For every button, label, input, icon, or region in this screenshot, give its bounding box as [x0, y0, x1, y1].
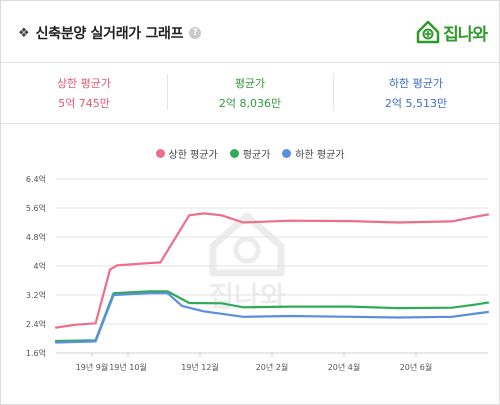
- stat-average: 평균가 2억 8,036만: [167, 63, 333, 123]
- watermark: 집나와: [208, 212, 286, 313]
- stat-high-value: 5억 745만: [58, 97, 110, 110]
- y-tick-label: 4억: [34, 261, 46, 271]
- legend-dot-icon: [282, 149, 292, 158]
- stat-average-value: 2억 8,036만: [218, 97, 282, 110]
- legend-label: 평균가: [242, 150, 271, 161]
- x-tick-label: 19년 9월: [76, 362, 109, 372]
- series-line-0: [54, 212, 490, 329]
- watermark-house-icon: [209, 212, 285, 277]
- x-tick-label: 20년 6월: [400, 362, 433, 372]
- legend-label: 상한 평균가: [168, 150, 218, 161]
- stat-low-label: 하한 평균가: [388, 77, 444, 90]
- y-tick-label: 4.8억: [26, 232, 46, 242]
- y-tick-label: 1.6억: [26, 348, 46, 358]
- x-tick-label: 19년 10월: [109, 362, 147, 372]
- stat-low: 하한 평균가 2억 5,513만: [333, 63, 499, 123]
- series-line-2: [54, 292, 490, 344]
- y-tick-label: 2.4억: [26, 319, 46, 329]
- stat-average-label: 평균가: [234, 77, 266, 90]
- page-title: 신축분양 실거래가 그래프: [35, 26, 184, 42]
- diamond-bullet-icon: ❖: [18, 25, 30, 41]
- legend-item-low[interactable]: 하한 평균가: [282, 146, 344, 161]
- stat-high-label: 상한 평균가: [56, 77, 112, 90]
- y-tick-label: 3.2억: [26, 290, 46, 300]
- legend-dot-icon: [229, 149, 239, 158]
- card-header: ❖ 신축분양 실거래가 그래프 ?: [18, 23, 202, 43]
- x-tick-label: 20년 2월: [256, 362, 289, 372]
- y-tick-label: 6.4억: [26, 174, 46, 184]
- help-icon[interactable]: ?: [189, 27, 202, 39]
- x-tick-label: 20년 4월: [328, 362, 361, 372]
- stat-high: 상한 평균가 5억 745만: [1, 63, 167, 123]
- y-tick-label: 5.6억: [26, 203, 46, 213]
- house-logo-icon: [416, 20, 440, 44]
- legend-item-high[interactable]: 상한 평균가: [155, 146, 218, 161]
- watermark-circle-icon: [233, 236, 261, 264]
- legend-item-average[interactable]: 평균가: [229, 146, 271, 161]
- series-line-1: [54, 290, 490, 343]
- stat-low-value: 2억 5,513만: [384, 97, 448, 110]
- chart-legend: 상한 평균가 평균가 하한 평균가: [1, 146, 499, 161]
- x-axis: 19년 9월 19년 10월 19년 12월 20년 2월 20년 4월 20년 6월: [56, 352, 488, 372]
- price-summary: 상한 평균가 5억 745만 평균가 2억 8,036만 하한 평균가 2억 5…: [1, 62, 499, 124]
- chart-grid: 1.6억 2.4억 3.2억 4억 4.8억 5.6억 6.4억: [26, 174, 488, 358]
- brand-name: 집나와: [443, 24, 488, 45]
- x-tick-label: 19년 12월: [181, 362, 219, 372]
- legend-label: 하한 평균가: [295, 150, 345, 161]
- chart-series: [54, 212, 490, 344]
- brand-logo[interactable]: 집나와: [415, 17, 488, 47]
- legend-dot-icon: [155, 149, 165, 158]
